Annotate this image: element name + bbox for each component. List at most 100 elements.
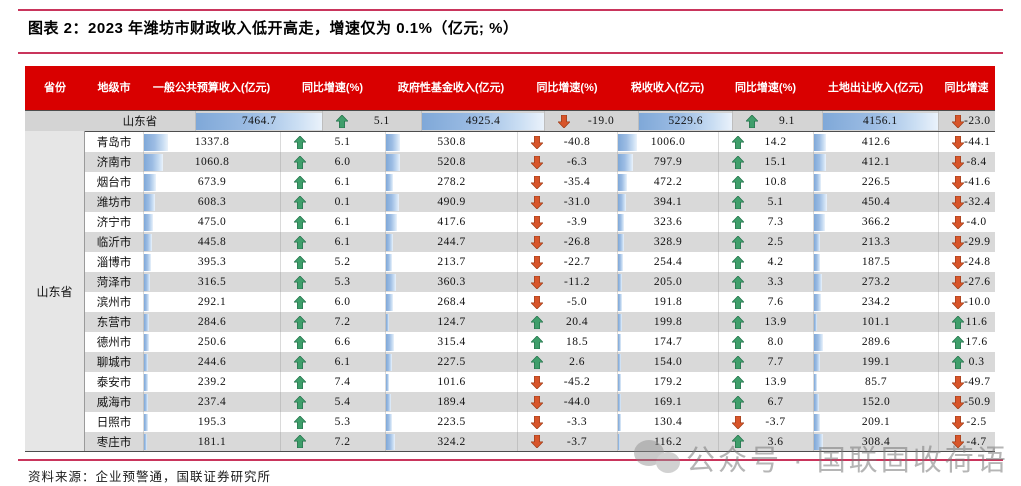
data-bar [386, 273, 396, 291]
revenue-cell-land-sale: 412.1 [813, 152, 938, 172]
up-arrow-icon [732, 155, 744, 169]
down-arrow-icon [952, 235, 964, 249]
growth-cell-general-budget: 6.1 [280, 352, 385, 372]
growth-cell-general-budget: 7.4 [280, 372, 385, 392]
growth-cell-general-budget: 7.2 [280, 312, 385, 332]
fiscal-revenue-table: 省份 地级市 一般公共预算收入(亿元) 同比增速(%) 政府性基金收入(亿元) 同比增速(… [25, 66, 995, 452]
data-bar [618, 133, 638, 151]
revenue-cell-general-budget: 244.6 [143, 352, 280, 372]
up-arrow-icon [732, 375, 744, 389]
growth-cell-general-budget: 5.1 [280, 132, 385, 152]
data-bar [144, 213, 153, 231]
table-row-泰安市: 泰安市 239.2 7.4 101.6 -45.2 179.2 13.9 85.7 -49.7 [25, 372, 995, 392]
table-row-滨州市: 滨州市 292.1 6.0 268.4 -5.0 191.8 7.6 234.2 -10.0 [25, 292, 995, 312]
revenue-cell-gov-fund: 189.4 [385, 392, 517, 412]
growth-cell-land-sale: -4.7 [938, 432, 995, 451]
city-name-cell: 日照市 [96, 417, 132, 429]
data-bar [618, 353, 621, 371]
revenue-cell-gov-fund: 124.7 [385, 312, 517, 332]
table-row-东营市: 东营市 284.6 7.2 124.7 20.4 199.8 13.9 101.1 11.6 [25, 312, 995, 332]
revenue-cell-tax: 174.7 [617, 332, 718, 352]
data-bar [618, 173, 627, 191]
column-header-4: 政府性基金收入(亿元) [397, 81, 505, 94]
revenue-cell-land-sale: 213.3 [813, 232, 938, 252]
revenue-cell-land-sale: 85.7 [813, 372, 938, 392]
growth-cell-tax: 13.9 [718, 372, 813, 392]
data-bar [144, 153, 164, 171]
revenue-cell-gov-fund: 227.5 [385, 352, 517, 372]
down-arrow-icon [531, 395, 543, 409]
revenue-cell-gov-fund: 417.6 [385, 212, 517, 232]
up-arrow-icon [732, 235, 744, 249]
city-name-cell: 济南市 [96, 157, 132, 169]
revenue-cell-land-sale: 234.2 [813, 292, 938, 312]
data-bar [386, 413, 392, 431]
data-bar [814, 373, 817, 391]
city-name-cell: 东营市 [96, 317, 132, 329]
column-header-9: 同比增速 [944, 81, 989, 94]
growth-cell-land-sale: -44.1 [938, 132, 995, 152]
growth-cell-land-sale: -32.4 [938, 192, 995, 212]
growth-cell-gov-fund: 20.4 [517, 312, 617, 332]
data-bar [144, 193, 156, 211]
data-bar [814, 273, 823, 291]
data-bar [814, 393, 819, 411]
up-arrow-icon [732, 435, 744, 448]
down-arrow-icon [952, 195, 964, 209]
down-arrow-icon [531, 375, 543, 389]
revenue-cell-general-budget: 181.1 [143, 432, 280, 451]
growth-cell-tax: 6.7 [718, 392, 813, 412]
data-bar [386, 193, 400, 211]
city-name-cell: 济宁市 [96, 217, 132, 229]
up-arrow-icon [732, 135, 744, 149]
revenue-cell-general-budget: 445.8 [143, 232, 280, 252]
data-bar [144, 273, 150, 291]
growth-cell-land-sale: -29.9 [938, 232, 995, 252]
data-bar [814, 293, 821, 311]
data-bar [814, 193, 828, 211]
revenue-cell-land-sale: 412.6 [813, 132, 938, 152]
data-bar [618, 313, 622, 331]
table-row-济南市: 济南市 1060.8 6.0 520.8 -6.3 797.9 15.1 412.1 -8.4 [25, 152, 995, 172]
growth-cell-tax: 3.3 [718, 272, 813, 292]
table-row-烟台市: 烟台市 673.9 6.1 278.2 -35.4 472.2 10.8 226.5 -41.6 [25, 172, 995, 192]
data-bar [814, 173, 821, 191]
up-arrow-icon [732, 395, 744, 409]
revenue-cell-land-sale: 4156.1 [821, 111, 938, 131]
data-bar [144, 353, 149, 371]
up-arrow-icon [336, 114, 349, 128]
down-arrow-icon [531, 215, 543, 229]
revenue-cell-tax: 323.6 [617, 212, 718, 232]
revenue-cell-tax: 254.4 [617, 252, 718, 272]
revenue-cell-general-budget: 316.5 [143, 272, 280, 292]
growth-cell-gov-fund: -31.0 [517, 192, 617, 212]
revenue-cell-general-budget: 395.3 [143, 252, 280, 272]
revenue-cell-gov-fund: 268.4 [385, 292, 517, 312]
growth-cell-land-sale: 11.6 [938, 312, 995, 332]
revenue-cell-gov-fund: 213.7 [385, 252, 517, 272]
revenue-cell-gov-fund: 4925.4 [421, 111, 545, 131]
growth-cell-tax: 13.9 [718, 312, 813, 332]
revenue-cell-tax: 154.0 [617, 352, 718, 372]
top-rule-line [18, 9, 1003, 11]
revenue-cell-land-sale: 152.0 [813, 392, 938, 412]
revenue-cell-gov-fund: 278.2 [385, 172, 517, 192]
city-name-cell: 潍坊市 [96, 197, 132, 209]
growth-cell-tax: 9.1 [732, 111, 821, 131]
growth-cell-tax: -3.7 [718, 412, 813, 432]
data-bar [386, 153, 400, 171]
data-bar [618, 193, 626, 211]
up-arrow-icon [732, 275, 744, 289]
data-bar [618, 233, 625, 251]
revenue-cell-general-budget: 475.0 [143, 212, 280, 232]
source-note: 资料来源：企业预警通，国联证券研究所 [28, 470, 272, 484]
growth-cell-gov-fund: -3.3 [517, 412, 617, 432]
up-arrow-icon [294, 295, 306, 309]
revenue-cell-gov-fund: 315.4 [385, 332, 517, 352]
revenue-cell-gov-fund: 490.9 [385, 192, 517, 212]
revenue-cell-general-budget: 1337.8 [143, 132, 280, 152]
growth-cell-general-budget: 6.6 [280, 332, 385, 352]
data-bar [618, 293, 622, 311]
up-arrow-icon [732, 175, 744, 189]
down-arrow-icon [952, 375, 964, 389]
